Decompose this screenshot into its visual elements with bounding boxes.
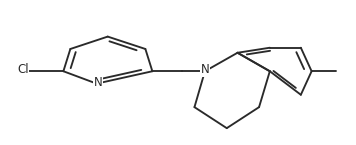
Text: N: N (200, 63, 209, 76)
Text: N: N (94, 76, 103, 89)
Text: Cl: Cl (17, 63, 29, 76)
